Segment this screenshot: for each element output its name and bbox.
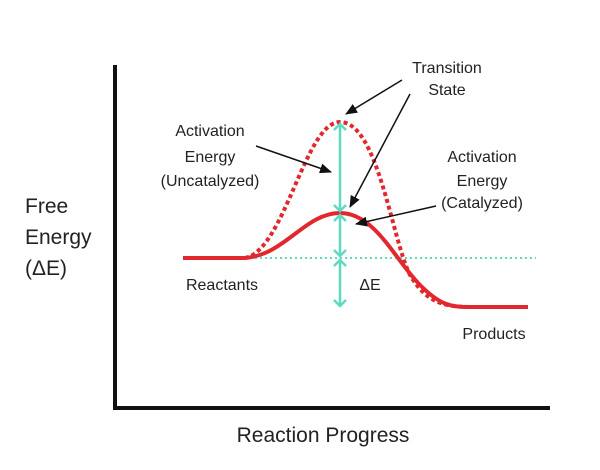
catalyzed-label: Activation: [447, 149, 516, 166]
reactants-label: Reactants: [186, 277, 258, 294]
catalyzed-label: Energy: [457, 173, 508, 190]
y-label: Free: [25, 195, 68, 218]
axes: [113, 65, 550, 410]
y-label: Energy: [25, 226, 92, 249]
delta-e-label: ΔE: [359, 277, 380, 294]
pointer-arrows: [255, 79, 437, 227]
uncatalyzed-label: Activation: [175, 123, 244, 140]
uncatalyzed-label: Energy: [185, 149, 236, 166]
transition-label: State: [428, 82, 465, 99]
catalyzed-curve: [183, 210, 528, 309]
uncatalyzed-curve: [244, 119, 471, 309]
x-label: Reaction Progress: [237, 424, 410, 447]
products-label: Products: [462, 326, 525, 343]
catalyzed-label: (Catalyzed): [441, 195, 523, 212]
uncatalyzed-label: (Uncatalyzed): [161, 173, 260, 190]
y-label: (ΔE): [25, 257, 67, 280]
transition-label: Transition: [412, 60, 482, 77]
